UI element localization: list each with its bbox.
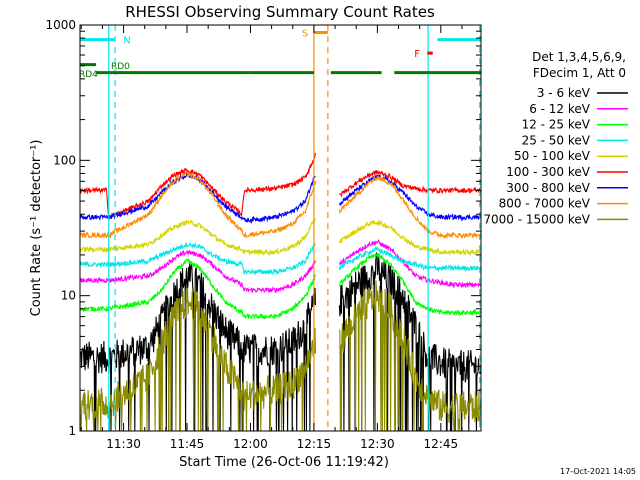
x-tick-label: 12:30: [360, 437, 395, 451]
x-tick-label: 12:45: [424, 437, 459, 451]
series-12-25keV: [80, 252, 481, 320]
footer-timestamp: 17-Oct-2021 14:05: [560, 467, 636, 476]
axis-layer: 1 10 100 1000 11:30 11:45 12:00 12:15 12:30 12:45: [45, 18, 482, 451]
series-7000-15000keV: [80, 280, 481, 431]
series-25-50keV: [80, 241, 481, 276]
annotation-label-rd0: RD0: [111, 62, 130, 72]
legend-header-line-2: FDecim 1, Att 0: [533, 66, 626, 80]
legend-label-100-300keV: 100 - 300 keV: [506, 165, 590, 179]
series-800-7000keV: [80, 170, 481, 240]
annotation-layer: N S F RD0 RD4: [79, 29, 481, 80]
legend-label-7000-15000keV: 7000 - 15000 keV: [483, 212, 590, 226]
legend-label-50-100keV: 50 - 100 keV: [514, 149, 591, 163]
series-50-100keV: [80, 218, 481, 257]
x-tick-label: 12:15: [297, 437, 332, 451]
chart-title: RHESSI Observing Summary Count Rates: [125, 3, 435, 21]
plot-frame: [79, 24, 482, 432]
legend-header-line-1: Det 1,3,4,5,6,9,: [532, 50, 626, 64]
y-tick-label: 10: [61, 289, 76, 303]
annotation-label-f: F: [414, 49, 420, 60]
x-tick-label: 11:30: [106, 437, 141, 451]
annotation-label-s: S: [302, 29, 308, 40]
legend-label-800-7000keV: 800 - 7000 keV: [499, 197, 591, 211]
legend-label-12-25keV: 12 - 25 keV: [522, 118, 591, 132]
x-tick-label: 11:45: [170, 437, 205, 451]
y-tick-label: 100: [53, 153, 76, 167]
legend-label-25-50keV: 25 - 50 keV: [522, 133, 591, 147]
y-axis-label: Count Rate (s⁻¹ detector⁻¹): [29, 140, 44, 317]
legend-label-6-12keV: 6 - 12 keV: [529, 102, 591, 116]
eclipse-line-layer: [108, 25, 481, 431]
x-tick-label: 12:00: [233, 437, 268, 451]
annotation-label-n: N: [123, 36, 130, 47]
y-tick-label: 1000: [45, 18, 76, 32]
y-tick-label: 1: [68, 424, 76, 438]
x-axis-label: Start Time (26-Oct-06 11:19:42): [179, 455, 389, 470]
legend-label-300-800keV: 300 - 800 keV: [506, 181, 590, 195]
series-6-12keV: [80, 239, 481, 294]
annotation-label-rd4: RD4: [79, 70, 98, 80]
data-layer: [80, 152, 481, 431]
legend-label-3-6keV: 3 - 6 keV: [537, 86, 591, 100]
